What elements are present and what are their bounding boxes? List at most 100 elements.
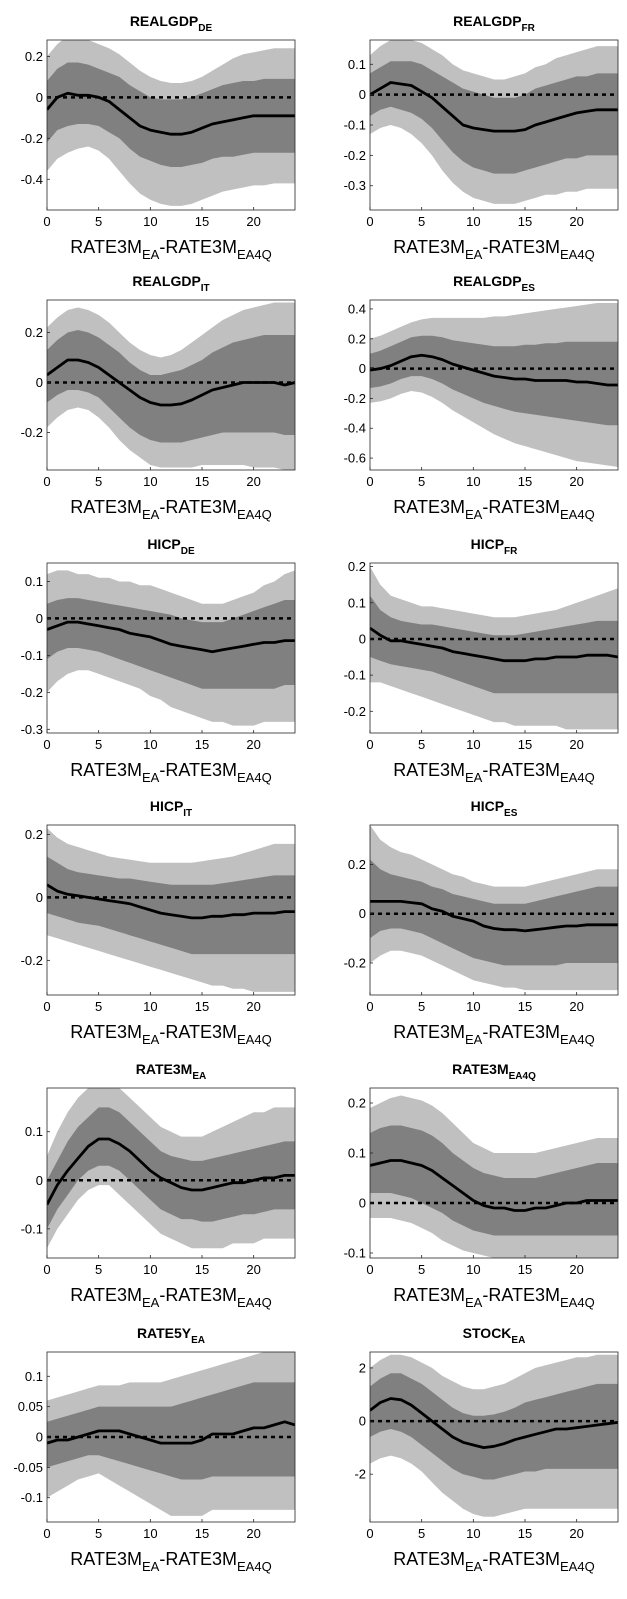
xlabel-subscript: EA4Q	[237, 1295, 272, 1310]
x-axis-label: RATE3MEA-RATE3MEA4Q	[70, 760, 271, 785]
chart-title-subscript: ES	[522, 283, 536, 294]
x-axis-label: RATE3MEA-RATE3MEA4Q	[393, 1285, 594, 1310]
xlabel-part: -RATE3M	[482, 497, 560, 517]
x-axis-label: RATE3MEA-RATE3MEA4Q	[70, 1022, 271, 1047]
xlabel-part: RATE3M	[70, 760, 142, 780]
axes-box	[46, 1087, 296, 1259]
chart-title-subscript: EA	[192, 1071, 206, 1082]
xlabel-part: -RATE3M	[482, 1022, 560, 1042]
x-tick-label: 5	[95, 737, 102, 752]
y-tick-label: -0.2	[21, 685, 43, 700]
x-tick-label: 20	[246, 474, 260, 489]
xlabel-subscript: EA	[465, 770, 483, 785]
inner-band	[47, 62, 295, 167]
x-axis-label: RATE3MEA-RATE3MEA4Q	[393, 1022, 594, 1047]
inner-band	[47, 856, 295, 955]
inner-band	[370, 61, 618, 174]
xlabel-subscript: EA	[465, 247, 483, 262]
axes-box	[369, 1087, 619, 1259]
axes-box	[46, 562, 296, 734]
x-tick-label: 15	[518, 1526, 532, 1541]
y-tick-label: 0	[359, 1414, 366, 1429]
xlabel-subscript: EA4Q	[560, 1295, 595, 1310]
y-tick-label: -0.1	[344, 668, 366, 683]
y-tick-label: 0.2	[348, 857, 366, 872]
x-tick-label: 20	[569, 1526, 583, 1541]
xlabel-part: RATE3M	[70, 1022, 142, 1042]
x-tick-label: 15	[518, 214, 532, 229]
axes-box	[369, 824, 619, 996]
chart-title-subscript: IT	[201, 283, 210, 294]
median-line	[370, 353, 618, 387]
y-tick-label: 0.2	[348, 1096, 366, 1111]
xlabel-part: -RATE3M	[482, 1549, 560, 1569]
xlabel-part: RATE3M	[393, 237, 465, 257]
chart-title-main: HICP	[147, 536, 180, 552]
chart-title-main: HICP	[150, 798, 183, 814]
chart-panel: 0 5 10 15 20 0.2 0 -0.2 -0.4 REALGDPDE RATE3MEA-RA…	[21, 13, 296, 262]
xlabel-subscript: EA	[142, 1559, 160, 1574]
x-tick-label: 20	[569, 1262, 583, 1277]
axes-box	[46, 39, 296, 211]
xlabel-subscript: EA	[465, 1295, 483, 1310]
xlabel-subscript: EA4Q	[560, 1032, 595, 1047]
y-tick-label: -0.1	[21, 648, 43, 663]
inner-band	[370, 1125, 618, 1236]
chart-panel: 0 5 10 15 200.10-0.1-0.2-0.3REALGDPFRRATE3ME…	[344, 13, 619, 262]
x-axis-label: RATE3MEA-RATE3MEA4Q	[70, 497, 271, 522]
chart-panel: 0 5 10 15 20 0.2 0.1 0 -0.1 -0.2 HICPFR RATE3MEA-RA…	[344, 536, 619, 785]
x-tick-label: 15	[518, 737, 532, 752]
inner-band	[47, 330, 295, 443]
x-tick-label: 10	[466, 1526, 480, 1541]
median-line	[47, 1420, 295, 1445]
x-axis-label: RATE3MEA-RATE3MEA4Q	[70, 237, 271, 262]
y-tick-label: 0	[36, 1430, 43, 1445]
xlabel-part: -RATE3M	[159, 1549, 237, 1569]
median-line	[370, 81, 618, 133]
x-tick-label: 5	[418, 999, 425, 1014]
axes-box	[46, 824, 296, 996]
xlabel-subscript: EA	[142, 1295, 160, 1310]
y-tick-label: 0	[36, 890, 43, 905]
y-tick-label: 0.2	[25, 325, 43, 340]
x-tick-label: 10	[466, 1262, 480, 1277]
xlabel-part: RATE3M	[70, 497, 142, 517]
y-tick-label: 0.2	[25, 49, 43, 64]
y-tick-label: -0.4	[21, 172, 43, 187]
xlabel-subscript: EA4Q	[237, 1559, 272, 1574]
chart-panel: 0 5 10 15 20 0.2 0 -0.2 REALGDPIT RATE3MEA-RATE3M…	[21, 273, 296, 522]
x-tick-label: 0	[43, 1262, 50, 1277]
xlabel-part: RATE3M	[393, 1022, 465, 1042]
plot-area	[370, 566, 618, 730]
x-tick-label: 0	[366, 999, 373, 1014]
y-tick-label: -0.4	[344, 421, 366, 436]
plot-area	[370, 825, 618, 991]
x-tick-label: 15	[195, 474, 209, 489]
x-tick-label: 15	[518, 999, 532, 1014]
y-tick-label: -0.3	[344, 178, 366, 193]
axes-box	[369, 562, 619, 734]
y-tick-label: 0	[36, 611, 43, 626]
xlabel-subscript: EA4Q	[560, 1559, 595, 1574]
chart-title: HICPDE	[147, 536, 195, 557]
median-line	[370, 1397, 618, 1449]
y-tick-label: 0.1	[348, 595, 366, 610]
x-tick-label: 5	[95, 474, 102, 489]
x-tick-label: 20	[569, 214, 583, 229]
y-tick-label: -0.6	[344, 451, 366, 466]
plot-area	[47, 570, 295, 726]
xlabel-subscript: EA	[142, 770, 160, 785]
y-tick-label: -0.2	[21, 131, 43, 146]
chart-title: HICPIT	[150, 798, 192, 819]
xlabel-part: -RATE3M	[159, 497, 237, 517]
x-tick-label: 10	[466, 737, 480, 752]
x-tick-label: 0	[366, 737, 373, 752]
chart-title: REALGDPDE	[130, 13, 213, 34]
xlabel-part: RATE3M	[70, 1549, 142, 1569]
y-tick-label: -0.1	[344, 1246, 366, 1261]
chart-panel: 0 5 10 15 20 0.2 0 -0.2 HICPES RATE3MEA-RATE3MEA4…	[344, 798, 619, 1047]
plot-area	[47, 1352, 295, 1516]
x-tick-label: 15	[195, 1262, 209, 1277]
chart-title: RATE3MEA4Q	[452, 1061, 536, 1082]
